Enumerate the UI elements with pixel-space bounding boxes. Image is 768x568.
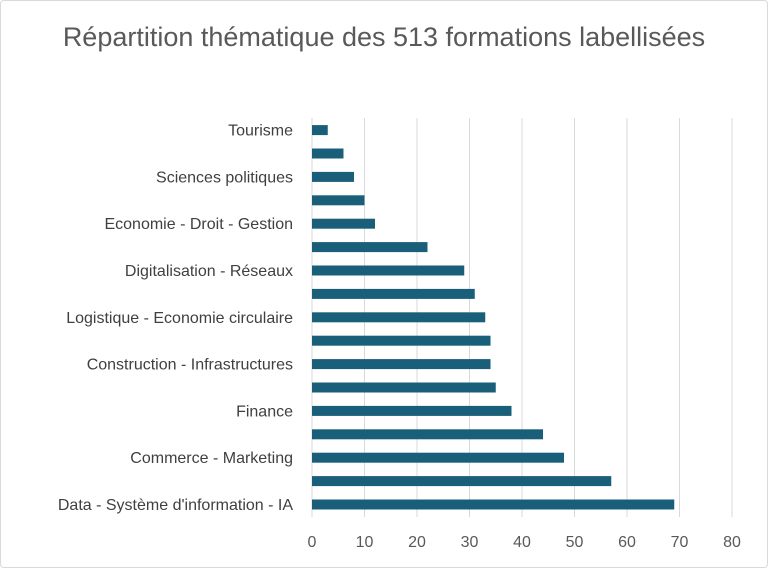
- category-label-4: Finance: [236, 403, 293, 420]
- bars: [312, 125, 675, 510]
- bar-0: [312, 499, 675, 510]
- category-label-8: Logistique - Economie circulaire: [66, 310, 293, 327]
- tick-label-30: 30: [461, 534, 479, 551]
- tick-label-20: 20: [408, 534, 426, 551]
- tick-label-80: 80: [723, 534, 741, 551]
- bar-12: [312, 218, 375, 229]
- chart-title: Répartition thématique des 513 formation…: [62, 22, 706, 52]
- bar-13: [312, 195, 365, 206]
- bar-14: [312, 171, 354, 182]
- tick-label-0: 0: [308, 534, 317, 551]
- tick-label-10: 10: [356, 534, 374, 551]
- bar-8: [312, 312, 486, 323]
- category-label-14: Sciences politiques: [156, 169, 293, 186]
- bar-10: [312, 265, 465, 276]
- tick-label-50: 50: [566, 534, 584, 551]
- category-label-12: Economie - Droit - Gestion: [104, 216, 293, 233]
- bar-4: [312, 405, 512, 416]
- tick-labels: 0 10 20 30 40 50 60 70 80: [308, 534, 741, 551]
- tick-label-60: 60: [618, 534, 636, 551]
- category-label-2: Commerce - Marketing: [130, 450, 293, 467]
- category-labels: Data - Système d'information - IA Commerc…: [58, 123, 293, 514]
- bar-15: [312, 148, 344, 159]
- category-label-16: Tourisme: [228, 123, 293, 140]
- bar-6: [312, 359, 491, 370]
- bar-11: [312, 242, 428, 253]
- tick-label-40: 40: [513, 534, 531, 551]
- category-label-0: Data - Système d'information - IA: [58, 497, 293, 514]
- category-label-10: Digitalisation - Réseaux: [125, 263, 293, 280]
- category-label-6: Construction - Infrastructures: [87, 357, 293, 374]
- tick-label-70: 70: [671, 534, 689, 551]
- bar-1: [312, 476, 612, 487]
- bar-9: [312, 288, 475, 299]
- bar-5: [312, 382, 496, 393]
- bar-2: [312, 452, 564, 463]
- bar-3: [312, 429, 543, 440]
- bar-16: [312, 125, 328, 136]
- bar-7: [312, 335, 491, 346]
